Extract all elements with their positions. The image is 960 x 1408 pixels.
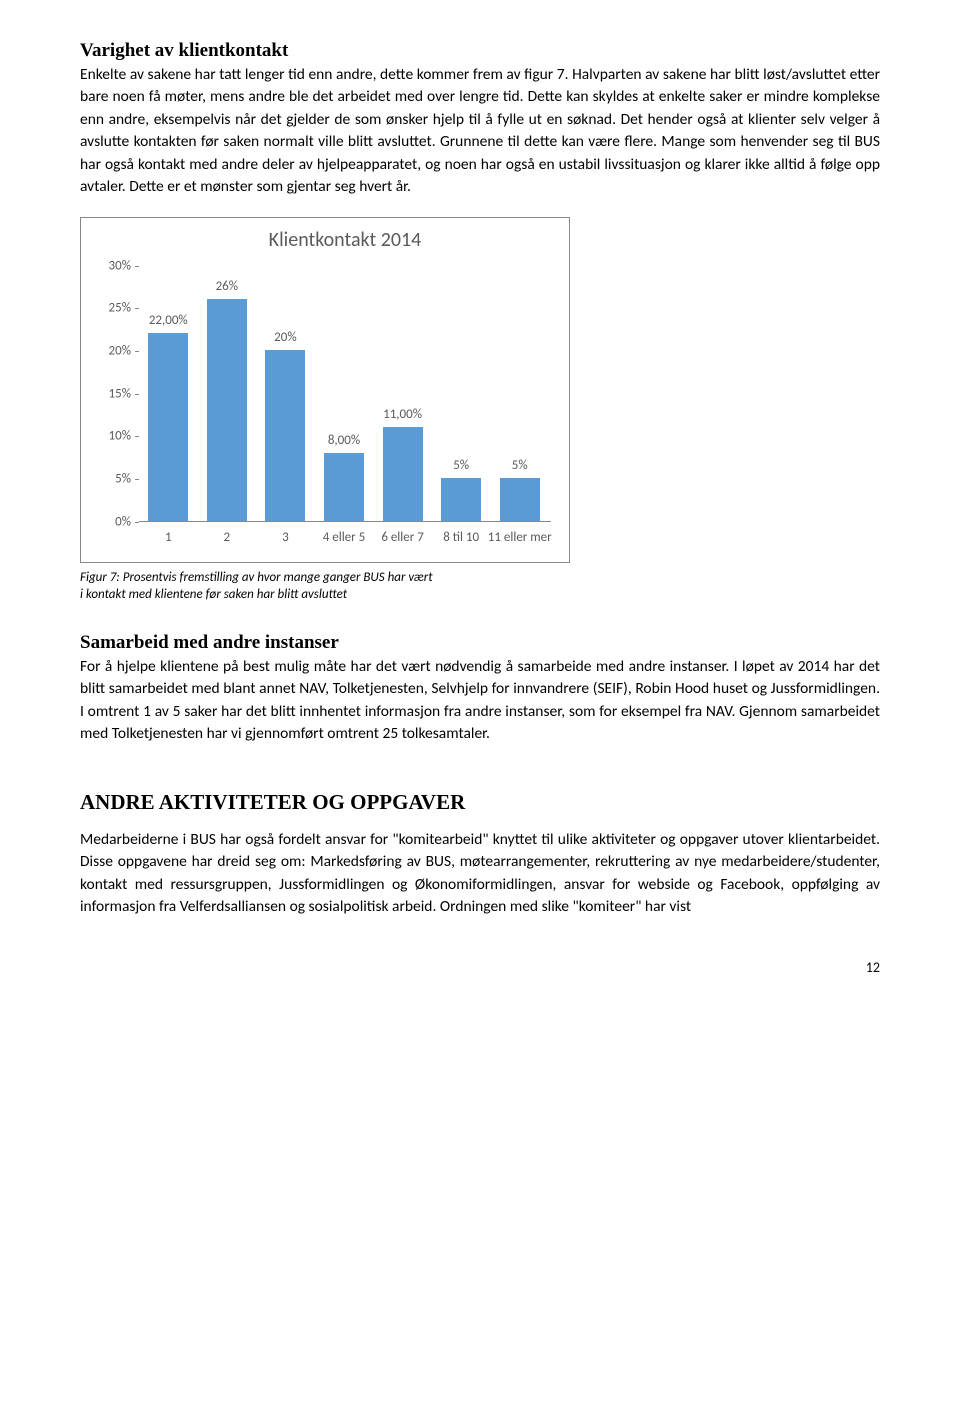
chart-container: Klientkontakt 2014 0% 5% 10% 15% 20% 25% 30% 22… <box>80 217 570 563</box>
bar-group: 20% <box>265 350 305 521</box>
paragraph-varighet: Enkelte av sakene har tatt lenger tid en… <box>80 64 880 199</box>
bar <box>265 350 305 521</box>
bar-value-label: 5% <box>453 458 469 473</box>
y-tick-label: 30% <box>91 258 131 273</box>
bar-group: 5% <box>500 478 540 521</box>
y-tick-label: 25% <box>91 301 131 316</box>
chart-plot: 0%5%10%15%20%25%30%22,00%126%220%38,00%4… <box>139 266 551 522</box>
bar-group: 26% <box>207 299 247 521</box>
bar-group: 22,00% <box>148 333 188 521</box>
paragraph-andre: Medarbeiderne i BUS har også fordelt ans… <box>80 829 880 919</box>
chart-area: 0%5%10%15%20%25%30%22,00%126%220%38,00%4… <box>139 262 551 552</box>
bar-group: 8,00% <box>324 453 364 521</box>
bar-value-label: 22,00% <box>149 313 188 328</box>
y-tick-mark <box>135 479 139 480</box>
y-tick-label: 20% <box>91 344 131 359</box>
bar <box>207 299 247 521</box>
figure-caption-line2: i kontakt med klientene før saken har bl… <box>80 587 347 602</box>
y-tick-mark <box>135 351 139 352</box>
bar <box>441 478 481 521</box>
bar-value-label: 20% <box>274 330 296 345</box>
y-tick-mark <box>135 266 139 267</box>
y-tick-label: 10% <box>91 429 131 444</box>
bar-value-label: 26% <box>216 279 238 294</box>
section-title-varighet: Varighet av klientkontakt <box>80 40 880 62</box>
y-tick-mark <box>135 522 139 523</box>
bar-group: 5% <box>441 478 481 521</box>
bar-value-label: 5% <box>512 458 528 473</box>
bar <box>500 478 540 521</box>
bar-group: 11,00% <box>383 427 423 521</box>
y-tick-mark <box>135 394 139 395</box>
figure-caption: Figur 7: Prosentvis fremstilling av hvor… <box>80 569 880 604</box>
section-title-samarbeid: Samarbeid med andre instanser <box>80 632 880 654</box>
y-tick-label: 5% <box>91 472 131 487</box>
chart-title: Klientkontakt 2014 <box>131 228 559 252</box>
page-number: 12 <box>80 959 880 976</box>
y-tick-label: 15% <box>91 386 131 401</box>
paragraph-samarbeid: For å hjelpe klientene på best mulig måt… <box>80 656 880 746</box>
figure-caption-line1: Figur 7: Prosentvis fremstilling av hvor… <box>80 570 433 585</box>
section-title-andre: ANDRE AKTIVITETER OG OPPGAVER <box>80 790 880 815</box>
y-tick-mark <box>135 436 139 437</box>
bar <box>148 333 188 521</box>
y-tick-label: 0% <box>91 514 131 529</box>
bar <box>383 427 423 521</box>
bar-value-label: 11,00% <box>383 407 422 422</box>
bar <box>324 453 364 521</box>
bar-value-label: 8,00% <box>328 433 360 448</box>
y-tick-mark <box>135 308 139 309</box>
